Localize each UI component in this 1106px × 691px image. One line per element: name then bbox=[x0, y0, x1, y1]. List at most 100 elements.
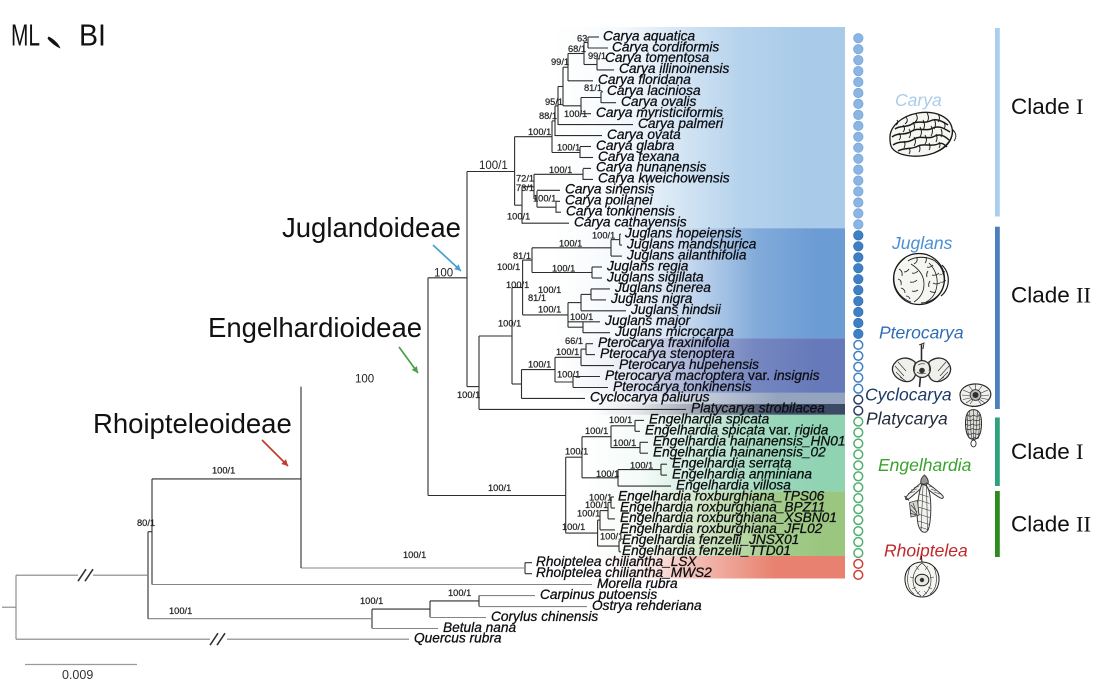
svg-text:99/1: 99/1 bbox=[588, 51, 606, 61]
svg-text:Carya ovalis: Carya ovalis bbox=[621, 94, 696, 109]
svg-text:Carya ovata: Carya ovata bbox=[607, 127, 681, 142]
svg-text:Engelhardia villosa: Engelhardia villosa bbox=[676, 477, 791, 492]
svg-text:100/1: 100/1 bbox=[552, 263, 575, 273]
svg-text:Carya poilanei: Carya poilanei bbox=[565, 193, 653, 208]
svg-text:Carya tomentosa: Carya tomentosa bbox=[605, 50, 710, 65]
svg-text:Carya myristiciformis: Carya myristiciformis bbox=[596, 105, 723, 120]
svg-text:100/1: 100/1 bbox=[528, 127, 551, 137]
svg-text:72/1: 72/1 bbox=[516, 173, 534, 183]
svg-text:Engelhardia spicata: Engelhardia spicata bbox=[649, 412, 770, 427]
svg-text:81/1: 81/1 bbox=[584, 83, 602, 93]
svg-text:100/1: 100/1 bbox=[528, 359, 551, 369]
svg-text:Carya cathayensis: Carya cathayensis bbox=[574, 215, 687, 230]
svg-text:Juglans sigillata: Juglans sigillata bbox=[606, 269, 704, 284]
svg-text:Juglans mandshurica: Juglans mandshurica bbox=[626, 236, 757, 251]
svg-text:100/1: 100/1 bbox=[600, 531, 623, 541]
svg-text:100/1: 100/1 bbox=[565, 446, 588, 456]
svg-text:Carya glabra: Carya glabra bbox=[596, 138, 675, 153]
svg-text:100/1: 100/1 bbox=[592, 230, 615, 240]
svg-text:81/1: 81/1 bbox=[528, 293, 546, 303]
svg-text:Pterocarya macroptera var. ins: Pterocarya macroptera var. insignis bbox=[605, 368, 820, 383]
svg-text:Juglans nigra: Juglans nigra bbox=[610, 291, 693, 306]
svg-text:Pterocarya tonkinensis: Pterocarya tonkinensis bbox=[613, 379, 752, 394]
svg-text:100/1: 100/1 bbox=[557, 143, 580, 153]
svg-text:95/1: 95/1 bbox=[545, 97, 563, 107]
svg-text:Rhoiptelea chiliantha_MWS2: Rhoiptelea chiliantha_MWS2 bbox=[536, 565, 712, 580]
svg-text:100/1: 100/1 bbox=[585, 500, 608, 510]
svg-text:Engelhardioideae: Engelhardioideae bbox=[208, 312, 422, 343]
svg-text:100/1: 100/1 bbox=[559, 238, 582, 248]
svg-text:100/1: 100/1 bbox=[570, 312, 593, 322]
svg-text:100/1: 100/1 bbox=[506, 280, 529, 290]
svg-text:100/1: 100/1 bbox=[479, 160, 508, 172]
svg-text:Juglans ailanthifolia: Juglans ailanthifolia bbox=[626, 247, 747, 262]
svg-text:100/1: 100/1 bbox=[630, 460, 653, 470]
svg-text:100/1: 100/1 bbox=[557, 369, 580, 379]
svg-text:Engelhardia fenzelii_TTD01: Engelhardia fenzelii_TTD01 bbox=[622, 543, 791, 558]
svg-text:100/1: 100/1 bbox=[538, 285, 561, 295]
svg-text:Carya illinoinensis: Carya illinoinensis bbox=[619, 61, 729, 76]
svg-text:100/1: 100/1 bbox=[507, 211, 530, 221]
svg-text:80/1: 80/1 bbox=[137, 518, 155, 528]
svg-text:Engelhardia: Engelhardia bbox=[878, 455, 972, 475]
svg-text:100/1: 100/1 bbox=[556, 347, 579, 357]
svg-text:100/1: 100/1 bbox=[562, 522, 585, 532]
svg-text:Clade II: Clade II bbox=[1011, 512, 1091, 537]
svg-text:Pterocarya fraxinifolia: Pterocarya fraxinifolia bbox=[598, 335, 730, 350]
svg-text:100/1: 100/1 bbox=[498, 318, 521, 328]
svg-text:99/1: 99/1 bbox=[551, 57, 569, 67]
svg-text:Engelhardia hainanensis_02: Engelhardia hainanensis_02 bbox=[653, 445, 826, 460]
svg-text:Ostrya rehderiana: Ostrya rehderiana bbox=[592, 598, 702, 613]
svg-text:ML: ML bbox=[11, 18, 40, 53]
svg-text:Carya sinensis: Carya sinensis bbox=[565, 182, 655, 197]
svg-text:100/1: 100/1 bbox=[403, 550, 426, 560]
svg-text:Juglans hopeiensis: Juglans hopeiensis bbox=[624, 226, 742, 241]
svg-text:Juglans hindsii: Juglans hindsii bbox=[630, 302, 722, 317]
svg-text:100/1: 100/1 bbox=[533, 193, 556, 203]
svg-text:Juglans major: Juglans major bbox=[604, 313, 692, 328]
svg-text:100/1: 100/1 bbox=[609, 415, 632, 425]
svg-text:Pterocarya stenoptera: Pterocarya stenoptera bbox=[600, 346, 735, 361]
svg-text:100/1: 100/1 bbox=[596, 469, 619, 479]
svg-text:Carya texana: Carya texana bbox=[598, 149, 680, 164]
svg-text:100/1: 100/1 bbox=[360, 596, 383, 606]
svg-text:100/1: 100/1 bbox=[212, 465, 235, 475]
svg-text:88/1: 88/1 bbox=[539, 111, 557, 121]
svg-text:Carya floridana: Carya floridana bbox=[598, 72, 691, 87]
svg-text:Carya tonkinensis: Carya tonkinensis bbox=[566, 204, 675, 219]
svg-text:Engelhardia fenzelii_JNSX01: Engelhardia fenzelii_JNSX01 bbox=[622, 532, 799, 547]
svg-text:Engelhardia roxburghiana_TPS06: Engelhardia roxburghiana_TPS06 bbox=[618, 488, 825, 503]
svg-text:Carya hunanensis: Carya hunanensis bbox=[596, 160, 706, 175]
svg-text:100/1: 100/1 bbox=[549, 165, 572, 175]
svg-text:Engelhardia serrata: Engelhardia serrata bbox=[672, 456, 792, 471]
svg-text:68/1: 68/1 bbox=[568, 44, 586, 54]
svg-text:100/1: 100/1 bbox=[613, 438, 636, 448]
svg-text:Corylus chinensis: Corylus chinensis bbox=[491, 609, 598, 624]
svg-text:Carya: Carya bbox=[895, 90, 942, 110]
svg-text:100/1: 100/1 bbox=[564, 109, 587, 119]
svg-text:Clade I: Clade I bbox=[1011, 439, 1084, 464]
svg-text:Clade II: Clade II bbox=[1011, 283, 1091, 308]
svg-text:Carpinus putoensis: Carpinus putoensis bbox=[540, 587, 657, 602]
svg-text:Carya aquatica: Carya aquatica bbox=[603, 28, 695, 43]
svg-text:Cyclocarya: Cyclocarya bbox=[865, 385, 952, 405]
svg-text:100/1: 100/1 bbox=[169, 606, 192, 616]
svg-text:100/1: 100/1 bbox=[589, 492, 612, 502]
svg-text:Juglans: Juglans bbox=[891, 233, 953, 253]
svg-text:Rhoipteleoideae: Rhoipteleoideae bbox=[93, 408, 292, 439]
svg-text:Rhoiptelea: Rhoiptelea bbox=[884, 541, 968, 561]
svg-text:Carya kweichowensis: Carya kweichowensis bbox=[598, 171, 730, 186]
svg-text:Betula nana: Betula nana bbox=[443, 620, 516, 635]
svg-text:100/1: 100/1 bbox=[457, 390, 480, 400]
svg-text:100/1: 100/1 bbox=[577, 508, 600, 518]
svg-text:0.009: 0.009 bbox=[62, 668, 93, 682]
svg-text:Quercus rubra: Quercus rubra bbox=[414, 631, 502, 646]
svg-text:Juglandoideae: Juglandoideae bbox=[282, 212, 461, 243]
svg-text:Juglans regia: Juglans regia bbox=[606, 258, 689, 273]
svg-text:Engelhardia spicata var. rigid: Engelhardia spicata var. rigida bbox=[645, 423, 829, 438]
svg-text:BI: BI bbox=[79, 18, 106, 53]
svg-text:Clade I: Clade I bbox=[1011, 94, 1084, 119]
svg-text:Cyclocarya paliurus: Cyclocarya paliurus bbox=[590, 390, 710, 405]
svg-text:Pterocarya: Pterocarya bbox=[879, 323, 964, 343]
svg-text:73/1: 73/1 bbox=[516, 183, 534, 193]
